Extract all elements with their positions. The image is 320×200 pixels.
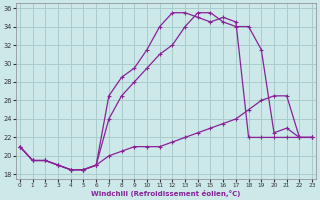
X-axis label: Windchill (Refroidissement éolien,°C): Windchill (Refroidissement éolien,°C) — [91, 190, 241, 197]
